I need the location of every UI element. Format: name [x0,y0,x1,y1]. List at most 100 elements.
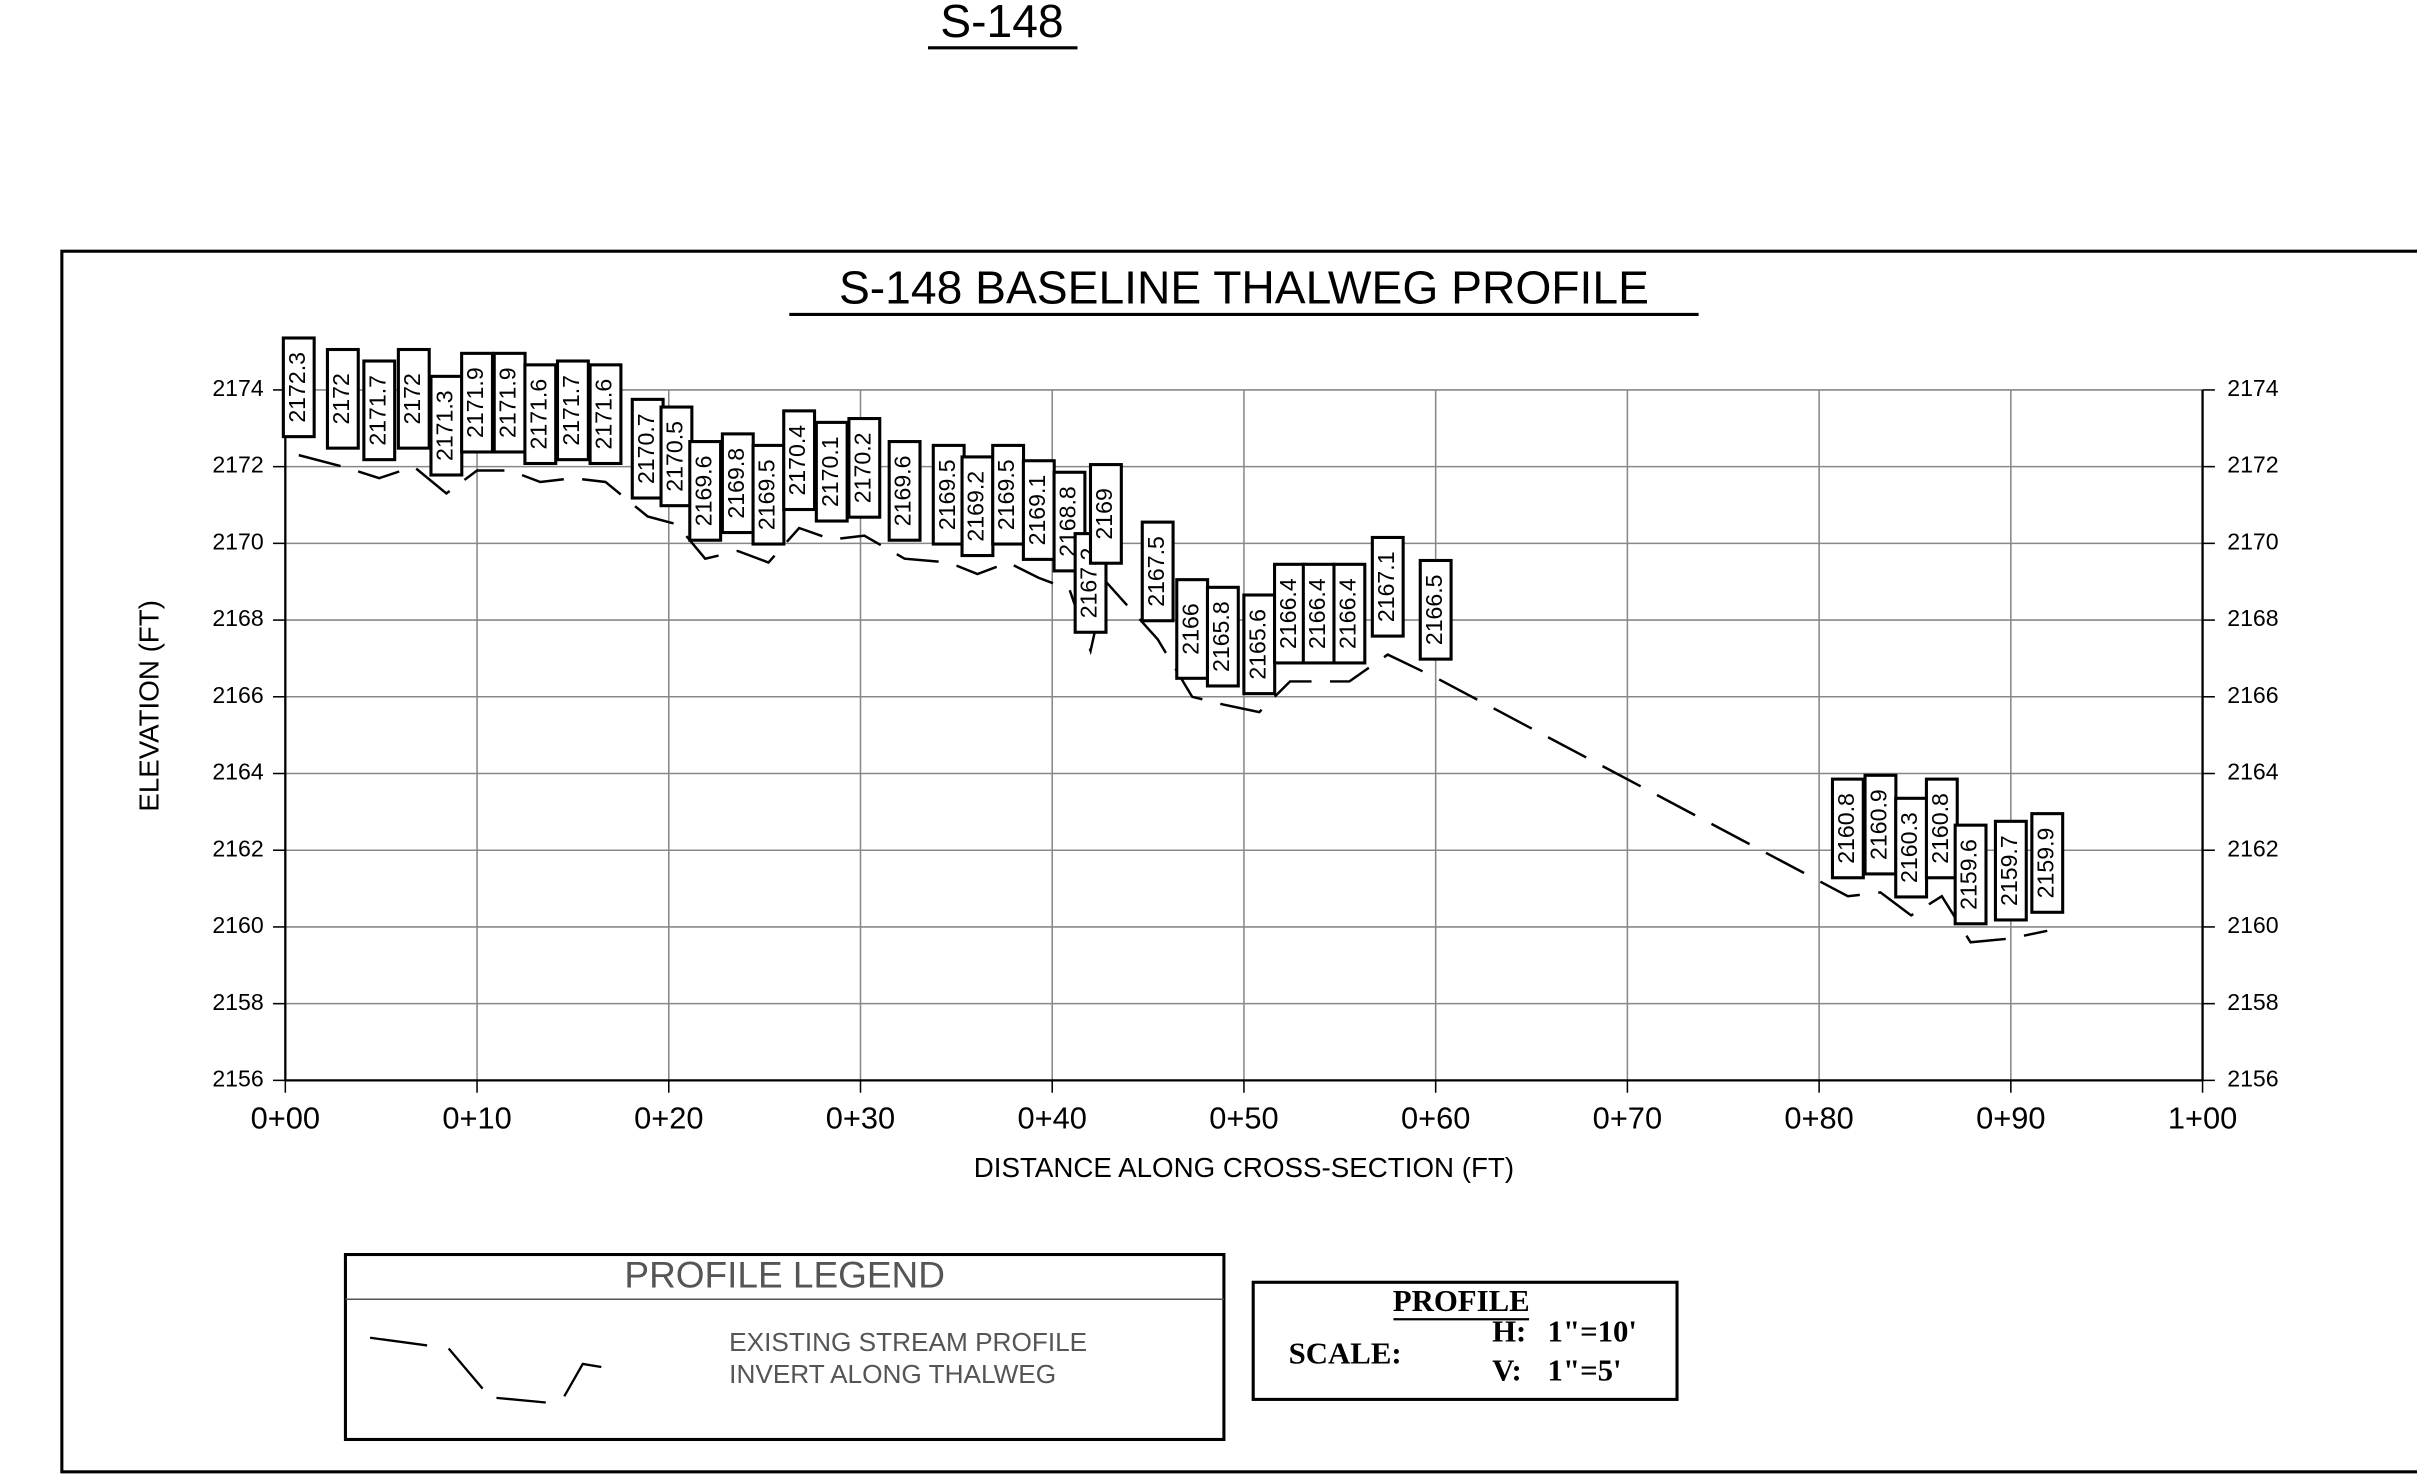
data-label: 2169.2 [960,455,995,558]
data-label: 2169 [1088,463,1123,565]
data-label: 2166.4 [1301,562,1336,665]
data-label: 2169.6 [688,440,723,542]
y-tick-label: 2170 [212,528,263,554]
value-label: 2166.4 [1275,578,1301,649]
data-label: 2170.2 [847,417,882,519]
data-label: 2166.4 [1273,562,1307,665]
scale-title: PROFILE [1393,1284,1530,1318]
data-label: 2171.7 [555,359,590,462]
x-tick-label: 1+00 [2168,1101,2237,1136]
data-label: 2169.5 [751,443,786,546]
label-box [659,405,694,508]
value-label: 2170.7 [633,413,659,484]
y-tick-label: 2166 [212,682,263,708]
value-label: 2166.5 [1421,574,1447,645]
value-label: 2160.8 [1833,793,1859,864]
label-box [325,347,360,450]
x-tick-label: 0+60 [1401,1101,1470,1136]
x-tick-label: 0+10 [442,1101,511,1136]
label-box [1301,562,1336,665]
label-box [1021,459,1056,561]
x-tick-label: 0+80 [1784,1101,1853,1136]
label-box [814,420,849,523]
legend-box [343,1252,1226,1442]
x-tick-label: 0+40 [1018,1101,1087,1136]
y-tick-label: 2160 [2227,912,2278,938]
scale-v-label: V: [1492,1353,1522,1387]
label-box [1052,470,1087,573]
data-label: 2170.1 [814,420,849,523]
profile-line [298,453,2048,944]
label-box [460,351,495,454]
label-box [887,440,922,542]
value-label: 2166.4 [1335,578,1361,649]
chart-title: S-148 BASELINE THALWEG PROFILE [839,262,1649,314]
value-label: 2172 [328,373,354,424]
label-box [2030,812,2065,914]
data-label: 2170.7 [630,397,665,500]
data-label: 2159.9 [2030,812,2065,914]
value-label: 2165.6 [1244,609,1270,680]
y-tick-label: 2174 [2227,375,2279,401]
label-box [429,374,464,477]
label-box [1924,777,1959,880]
value-label: 2169.5 [934,459,960,530]
x-tick-label: 0+00 [251,1101,320,1136]
value-label: 2167.1 [1373,551,1399,622]
y-tick-label: 2162 [212,835,263,861]
frame [60,249,2417,1474]
value-label: 2159.7 [1996,835,2022,906]
value-label: 2166 [1177,603,1203,654]
y-tick-label: 2172 [2227,452,2278,478]
scale-box: PROFILE SCALE: H: 1"=10' V: 1"=5' [1251,1280,1679,1401]
value-label: 2169.8 [723,448,749,519]
data-label: 2167.1 [1370,535,1405,638]
data-label: 2172.3 [281,336,316,439]
data-label: 2171.7 [362,359,397,462]
label-box [782,409,817,512]
label-box [960,455,995,558]
data-label: 2172 [396,347,431,450]
scale-h-label: H: [1492,1315,1526,1349]
label-box [588,363,623,466]
data-label: 2171.9 [492,351,527,454]
label-box [1830,777,1865,880]
y-tick-label: 2172 [212,452,263,478]
data-label: 2160.9 [1863,773,1898,876]
label-box [281,336,316,439]
y-tick-label: 2164 [2227,759,2279,785]
y-tick-label: 2164 [212,759,264,785]
value-label: 2160.3 [1896,812,1922,883]
data-label: 2171.6 [588,363,623,466]
data-label: 2167.5 [1140,520,1175,623]
label-box [688,440,723,542]
data-label: 2165.8 [1205,585,1240,688]
value-label: 2169.6 [890,456,916,527]
scale-v-value: 1"=5' [1548,1353,1622,1387]
label-box [1953,823,1988,926]
y-tick-label: 2158 [2227,989,2278,1015]
label-box [1993,819,2028,922]
x-tick-label: 0+90 [1976,1101,2045,1136]
value-label: 2169.5 [993,459,1019,530]
value-label: 2172 [399,373,425,424]
data-label: 2159.6 [1953,823,1988,926]
value-label: 2159.9 [2032,828,2058,899]
label-box [1140,520,1175,623]
label-box [1894,796,1929,899]
y-tick-label: 2174 [212,375,264,401]
value-label: 2169.1 [1024,475,1050,546]
value-label: 2171.7 [558,375,584,446]
scale-label: SCALE: [1289,1336,1402,1370]
x-tick-label: 0+70 [1593,1101,1662,1136]
value-label: 2171.9 [462,367,488,438]
label-box [1205,585,1240,688]
data-label: 2169.8 [720,432,755,535]
data-label: 2159.7 [1993,819,2028,922]
value-label: 2171.3 [431,390,457,461]
x-tick-label: 0+20 [634,1101,703,1136]
label-box [630,397,665,500]
value-label: 2169.2 [963,471,989,542]
y-axis-label: ELEVATION (FT) [134,600,165,812]
legend-title: PROFILE LEGEND [624,1254,944,1295]
